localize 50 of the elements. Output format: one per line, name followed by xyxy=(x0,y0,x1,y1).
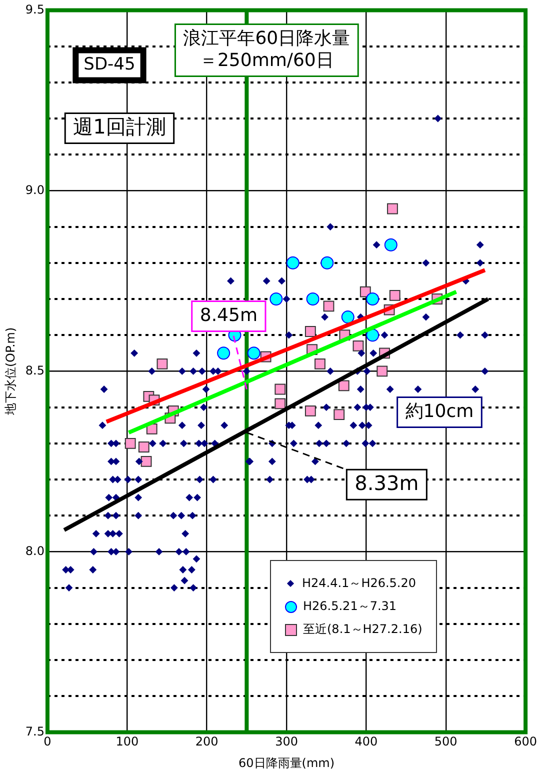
y-tick-label: 9.0 xyxy=(25,182,44,197)
annotation: 8.45m xyxy=(200,304,258,326)
point xyxy=(387,203,398,214)
point xyxy=(323,300,334,312)
point xyxy=(376,366,388,377)
point xyxy=(352,340,364,352)
x-tick-label: 400 xyxy=(354,734,378,749)
point xyxy=(338,380,350,392)
point xyxy=(286,256,300,270)
point xyxy=(146,424,158,434)
annotation: SD-45 xyxy=(84,54,136,75)
point xyxy=(304,405,316,416)
point xyxy=(314,358,326,370)
x-tick-label: 600 xyxy=(514,734,537,749)
point xyxy=(156,358,168,370)
point xyxy=(366,328,380,342)
x-tick-label: 100 xyxy=(116,734,139,749)
point xyxy=(334,409,345,420)
point xyxy=(274,398,286,410)
point xyxy=(389,290,400,301)
y-tick-label: 7.5 xyxy=(25,724,44,738)
ref-line-label: 浪江平年60日降水量＝250mm/60日 xyxy=(183,28,350,71)
point xyxy=(247,346,260,360)
y-axis-title: 地下水位(OP.m) xyxy=(3,327,18,416)
x-tick-label: 0 xyxy=(44,734,52,749)
annotation: 約10cm xyxy=(405,400,474,422)
point xyxy=(304,326,316,337)
point xyxy=(140,456,152,467)
annotation: 週1回計測 xyxy=(73,114,166,138)
point xyxy=(366,292,380,306)
point xyxy=(384,238,398,252)
legend-label: H26.5.21～7.31 xyxy=(303,599,397,613)
legend-label: 至近(8.1～H27.2.16) xyxy=(303,622,422,636)
y-tick-label: 9.5 xyxy=(25,2,44,16)
point xyxy=(274,384,286,395)
x-tick-label: 300 xyxy=(275,734,298,749)
point xyxy=(124,438,136,449)
point xyxy=(341,310,354,324)
y-tick-label: 8.5 xyxy=(25,363,44,378)
y-tick-label: 8.0 xyxy=(25,544,44,558)
legend-label: H24.4.1～H26.5.20 xyxy=(302,576,416,590)
x-tick-label: 500 xyxy=(434,734,458,749)
point xyxy=(138,442,150,452)
x-axis-title: 60日降雨量(mm) xyxy=(238,756,335,770)
x-tick-label: 200 xyxy=(195,734,218,749)
point xyxy=(320,256,334,270)
annotation: 8.33m xyxy=(354,470,419,495)
point xyxy=(217,346,230,360)
point xyxy=(306,292,320,306)
point xyxy=(270,292,283,306)
